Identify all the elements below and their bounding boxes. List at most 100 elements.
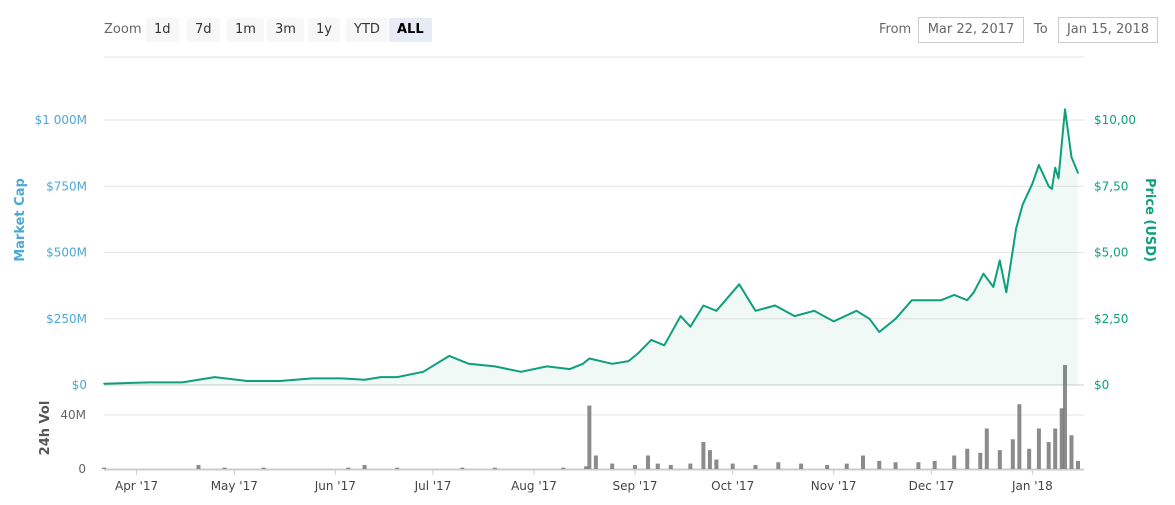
x-tick-label: Sep '17	[612, 479, 657, 493]
volume-bar	[997, 450, 1002, 469]
volume-bar	[753, 464, 758, 469]
x-tick-label: Aug '17	[511, 479, 557, 493]
price-point	[738, 283, 741, 286]
x-tick-label: Jun '17	[314, 479, 356, 493]
price-point	[1064, 108, 1066, 111]
price-point	[663, 344, 666, 347]
left-tick-label: $750M	[46, 179, 87, 193]
volume-bar	[844, 463, 849, 469]
from-date-input[interactable]: Mar 22, 2017	[918, 17, 1024, 43]
price-point	[774, 304, 776, 307]
price-point	[878, 331, 881, 333]
price-point	[679, 315, 682, 317]
x-tick-label: Jul '17	[414, 479, 452, 493]
price-point	[494, 365, 496, 368]
price-point	[380, 376, 382, 378]
to-date-input[interactable]: Jan 15, 2018	[1058, 17, 1158, 43]
price-point	[972, 291, 975, 294]
chart-toolbar: Zoom 1d 7d 1m 3m 1y YTD ALL From Mar 22,…	[0, 0, 1175, 60]
volume-bar	[610, 463, 615, 469]
volume-bar	[932, 460, 937, 469]
volume-bar	[1059, 408, 1064, 469]
price-point	[148, 381, 151, 384]
volume-bar	[196, 464, 201, 469]
price-point	[992, 286, 995, 288]
volume-bar	[102, 467, 106, 469]
price-point	[1031, 182, 1034, 185]
volume-bar	[632, 464, 637, 469]
volume-bar	[1053, 428, 1058, 469]
zoom-label: Zoom	[104, 22, 142, 37]
price-point	[715, 310, 718, 312]
volume-bar	[646, 455, 651, 469]
price-point	[855, 310, 858, 312]
price-point	[468, 363, 470, 365]
zoom-1y-button[interactable]: 1y	[308, 18, 340, 42]
price-point	[650, 339, 653, 341]
price-point	[637, 352, 640, 355]
zoom-3m-button[interactable]: 3m	[267, 18, 304, 42]
left-tick-label: $1 000M	[35, 113, 87, 127]
price-point	[966, 299, 969, 302]
volume-bar	[668, 464, 673, 469]
price-point	[754, 310, 757, 312]
to-label: To	[1034, 22, 1048, 37]
volume-bar	[877, 460, 882, 469]
volume-bar	[916, 462, 921, 469]
price-point	[422, 370, 425, 373]
price-point	[894, 317, 897, 320]
price-point	[448, 355, 451, 357]
volume-bar	[1046, 442, 1051, 469]
volume-bar	[1036, 428, 1041, 469]
volume-bar	[714, 459, 719, 469]
price-point	[213, 376, 216, 378]
zoom-1m-button[interactable]: 1m	[227, 18, 264, 42]
volume-tick-label: 0	[78, 462, 86, 476]
zoom-1d-button[interactable]: 1d	[146, 18, 179, 42]
volume-bar	[861, 455, 866, 469]
x-tick-label: Apr '17	[115, 479, 158, 493]
price-point	[1070, 156, 1073, 158]
volume-bar	[1062, 365, 1067, 469]
volume-bar	[707, 450, 712, 469]
volume-bar	[688, 463, 693, 469]
price-point	[832, 320, 835, 323]
x-tick-label: Jan '18	[1011, 479, 1053, 493]
price-point	[279, 380, 281, 382]
volume-bar	[965, 448, 970, 469]
price-point	[1077, 172, 1079, 174]
price-point	[813, 310, 815, 312]
volume-bar	[1010, 439, 1015, 469]
price-point	[181, 381, 183, 384]
zoom-all-button[interactable]: ALL	[389, 18, 432, 42]
price-point	[911, 299, 913, 302]
price-point	[311, 377, 314, 380]
price-point	[1015, 227, 1017, 230]
volume-bar	[984, 428, 989, 469]
price-point	[520, 370, 522, 373]
price-point	[611, 363, 613, 365]
price-point	[953, 294, 956, 296]
price-point	[588, 357, 591, 360]
x-tick-label: Oct '17	[711, 479, 754, 493]
volume-bar	[776, 462, 781, 469]
price-point	[702, 304, 705, 307]
right-tick-label: $7,50	[1094, 179, 1128, 193]
volume-bar	[655, 463, 660, 469]
right-tick-label: $2,50	[1094, 312, 1128, 326]
zoom-7d-button[interactable]: 7d	[187, 18, 220, 42]
price-point	[396, 376, 398, 378]
price-point	[627, 360, 630, 362]
zoom-ytd-button[interactable]: YTD	[346, 18, 388, 42]
volume-bar	[799, 463, 804, 469]
price-point	[340, 377, 343, 380]
price-point	[1047, 185, 1050, 188]
volume-bar	[261, 467, 266, 469]
price-point	[999, 259, 1001, 262]
volume-axis-title: 24h Vol	[38, 401, 53, 456]
price-point	[1054, 166, 1056, 169]
x-tick-label: Nov '17	[811, 479, 857, 493]
price-point	[982, 272, 985, 275]
left-tick-label: $250M	[46, 312, 87, 326]
